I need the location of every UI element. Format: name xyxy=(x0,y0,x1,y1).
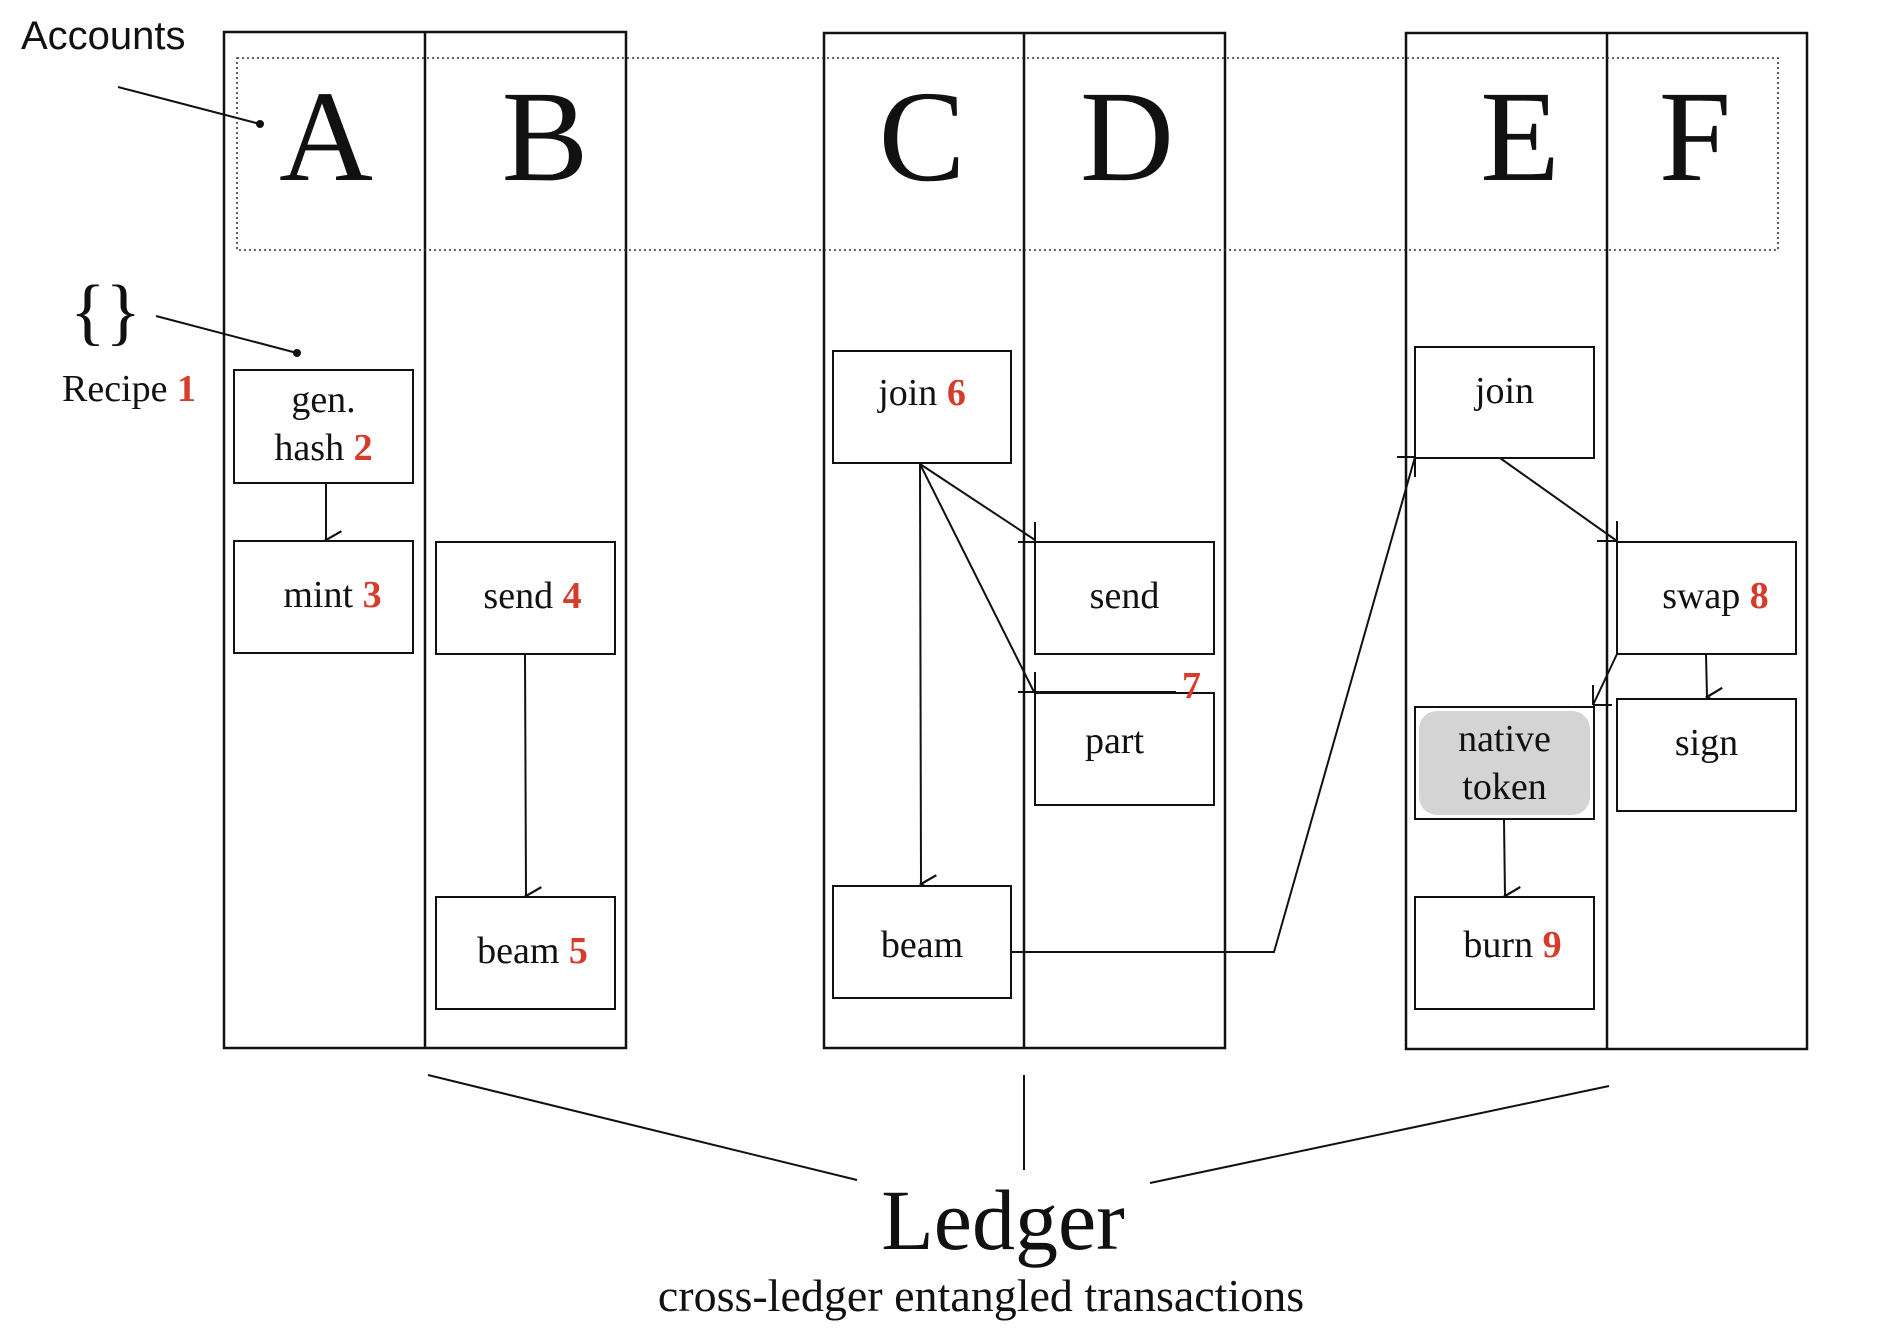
box-burn-9: burn 9 xyxy=(1414,896,1595,1010)
mint-number: 3 xyxy=(362,574,382,616)
arrow-swap-to-sign xyxy=(1706,653,1707,697)
gen-hash-number: 2 xyxy=(353,427,373,469)
arrow-join-to-part xyxy=(919,463,1035,693)
accounts-pointer xyxy=(117,86,261,125)
box-send-4: send 4 xyxy=(435,541,616,655)
beam-5-label: beam xyxy=(477,930,560,972)
arrow-swap-to-native xyxy=(1592,653,1618,706)
recipe-number: 1 xyxy=(177,368,197,410)
native-token-line1: native xyxy=(1458,718,1551,760)
burn-9-label: burn xyxy=(1463,924,1534,966)
cross-ledger-connector xyxy=(1011,456,1416,953)
native-token-line2: token xyxy=(1462,766,1547,808)
mint-label: mint xyxy=(283,574,354,616)
account-letter-e: E xyxy=(1480,65,1560,209)
accounts-band xyxy=(236,57,1779,251)
box-send-d: send xyxy=(1034,541,1215,655)
sign-label: sign xyxy=(1674,722,1739,764)
send-4-number: 4 xyxy=(562,575,582,617)
braces-icon: {} xyxy=(70,271,142,353)
box-join-e: join xyxy=(1414,346,1595,459)
part-label: part xyxy=(1084,720,1145,762)
account-letter-a: A xyxy=(279,65,373,209)
ledger-title: Ledger xyxy=(881,1172,1125,1268)
arrow-join-to-swap xyxy=(1499,457,1618,542)
arrow-join-to-send xyxy=(919,463,1036,541)
recipe-label-text: Recipe xyxy=(62,368,168,410)
join-6-number: 6 xyxy=(946,372,966,414)
arrow-native-to-burn xyxy=(1504,819,1505,896)
ledger-brace-right xyxy=(1149,1085,1610,1184)
recipe-label: Recipe 1 xyxy=(62,364,196,414)
burn-9-number: 9 xyxy=(1542,924,1562,966)
gen-hash-line2: hash xyxy=(274,427,345,469)
box-gen-hash: gen. hash 2 xyxy=(233,369,414,484)
swap-8-label: swap xyxy=(1662,575,1741,617)
recipe-pointer xyxy=(155,315,298,354)
box-native-token: native token xyxy=(1414,706,1595,820)
box-beam-c: beam xyxy=(832,885,1012,999)
account-letter-d: D xyxy=(1080,65,1174,209)
account-letter-f: F xyxy=(1658,65,1732,209)
beam-5-number: 5 xyxy=(568,930,588,972)
native-token-shade xyxy=(1419,711,1590,815)
swap-8-number: 8 xyxy=(1749,575,1769,617)
gen-hash-line1: gen. xyxy=(291,379,356,421)
part-number: 7 xyxy=(1182,665,1201,707)
box-mint: mint 3 xyxy=(233,540,414,654)
ledger-brace-left xyxy=(427,1074,858,1181)
box-join-6: join 6 xyxy=(832,350,1012,464)
ledger-caption: cross-ledger entangled transactions xyxy=(657,1270,1305,1321)
send-4-label: send xyxy=(483,575,554,617)
arrow-join-to-beam xyxy=(920,463,921,884)
join-e-label: join xyxy=(1474,370,1535,412)
accounts-label: Accounts xyxy=(21,14,186,58)
arrow-send-to-beam xyxy=(525,654,526,896)
box-swap-8: swap 8 xyxy=(1616,541,1797,655)
join-6-label: join xyxy=(878,372,938,414)
box-sign: sign xyxy=(1616,698,1797,812)
beam-c-label: beam xyxy=(880,924,964,966)
send-d-label: send xyxy=(1089,575,1160,617)
account-letter-b: B xyxy=(501,65,589,209)
account-letter-c: C xyxy=(878,65,966,209)
box-beam-5: beam 5 xyxy=(435,896,616,1010)
box-part: part xyxy=(1034,692,1215,806)
